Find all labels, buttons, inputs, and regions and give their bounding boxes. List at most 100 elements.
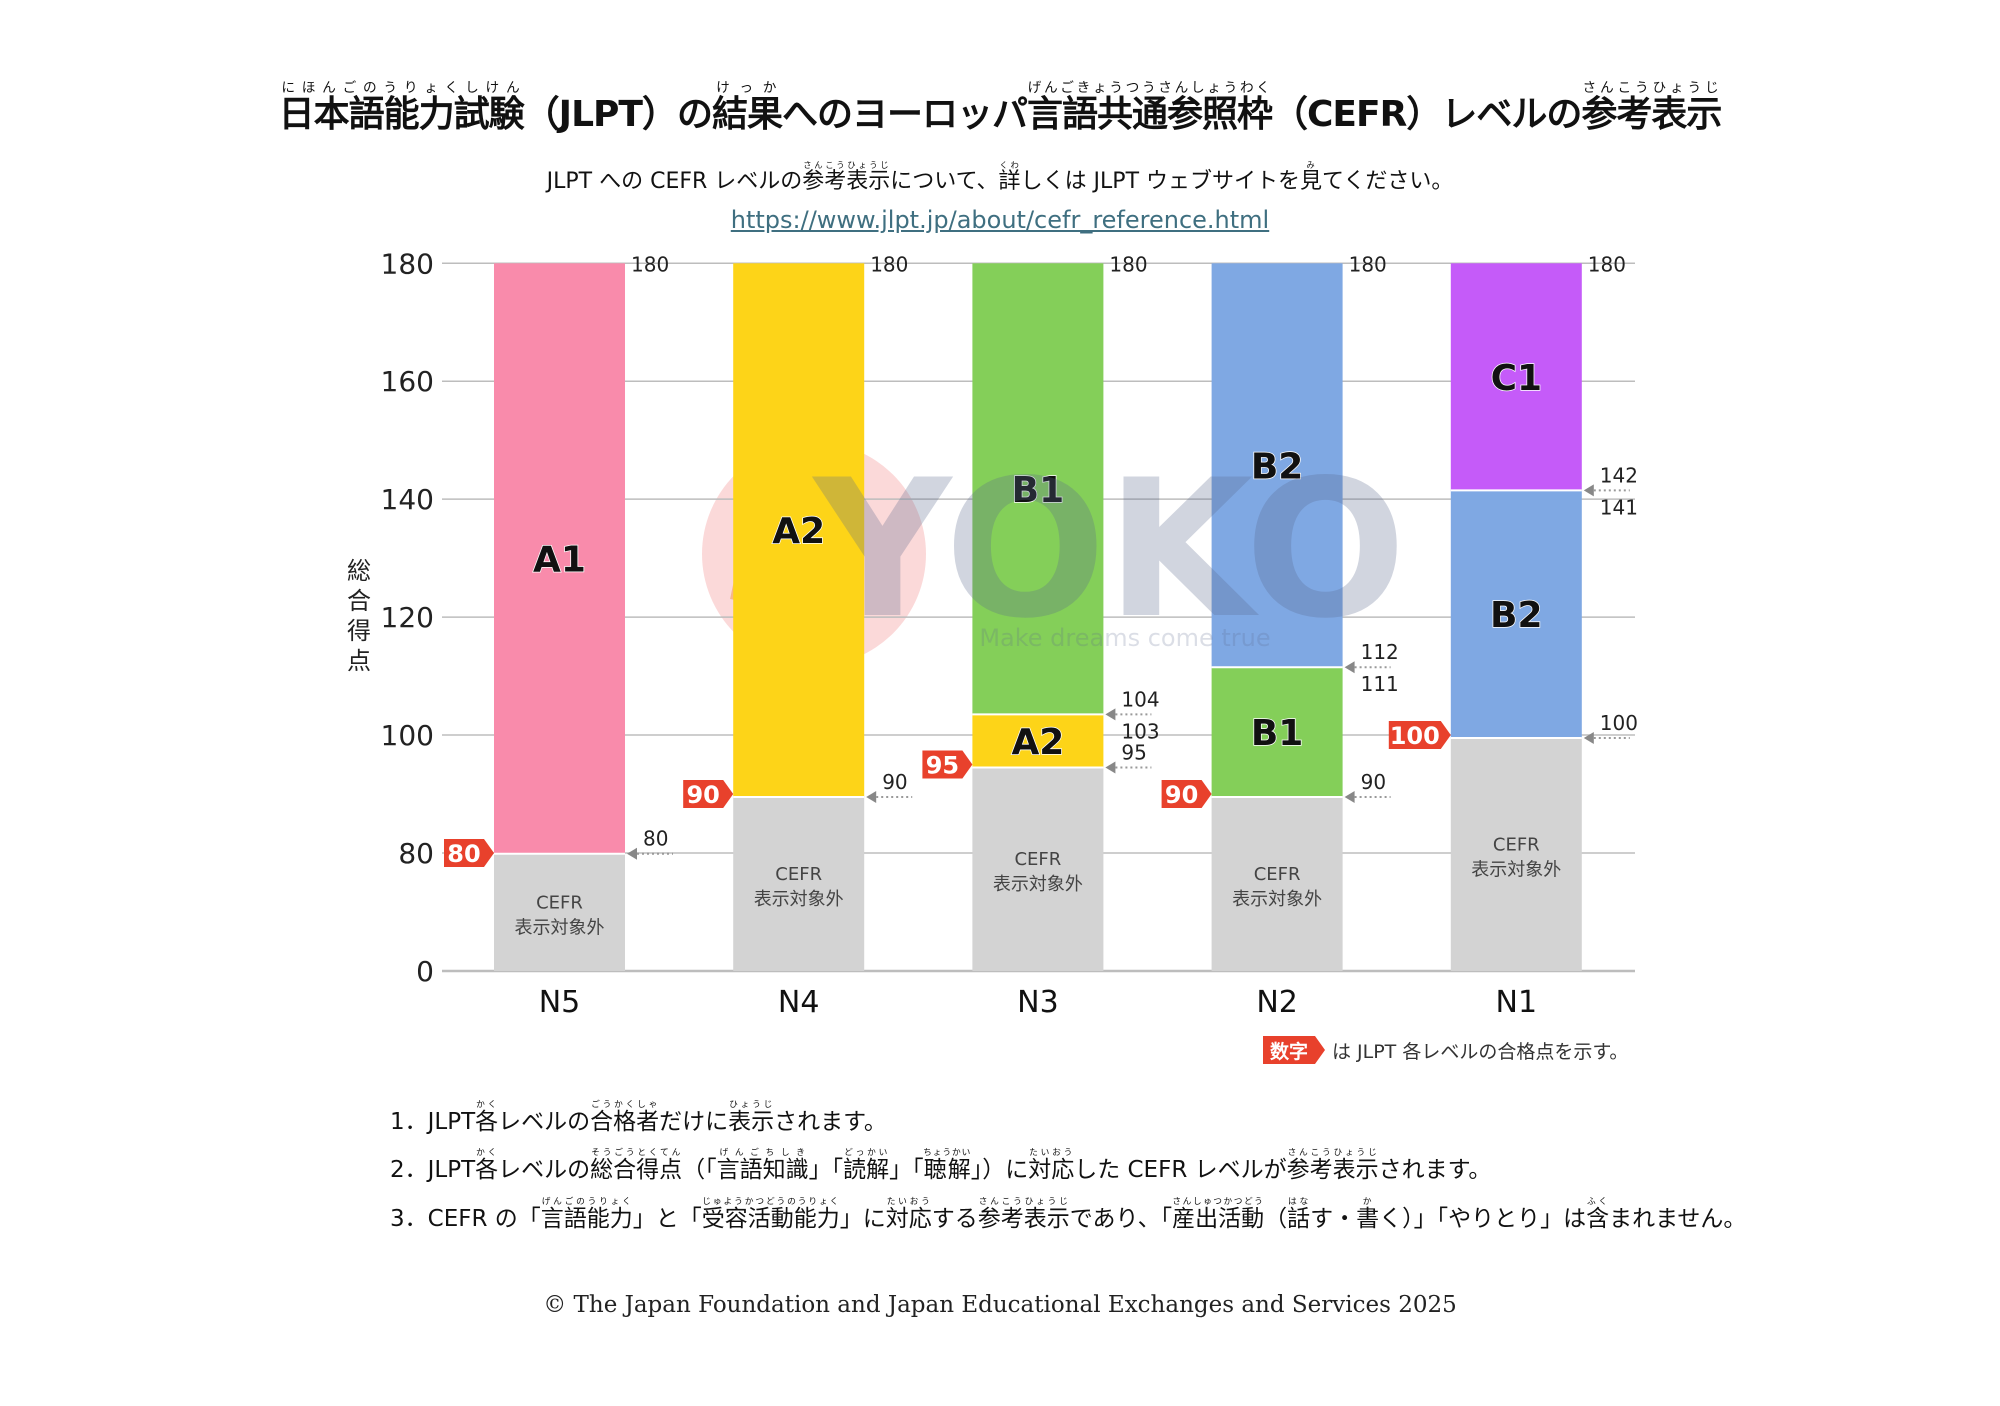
furigana: げんごちしき: [716, 1148, 809, 1158]
arrow-icon: [1344, 661, 1355, 674]
y-tick-label: 160: [381, 365, 434, 398]
ruby-word: 参考表示さんこうひょうじ: [802, 160, 891, 194]
ruby-word: 言語共通参照枠げんごきょうつうさんしょうわく: [1026, 80, 1273, 135]
ruby-word: 参考表示さんこうひょうじ: [1581, 80, 1722, 135]
furigana: にほんごのうりょくしけん: [278, 80, 524, 96]
text-segment: する: [931, 1206, 978, 1232]
ruby-word: 各かく: [475, 1148, 499, 1183]
note-1: 1．JLPT各かくレベルの合格者ごうかくしゃだけに表示ひょうじされます。: [390, 1100, 887, 1136]
cefr-level-label: B2: [1490, 595, 1543, 636]
x-category-label: N3: [1017, 985, 1059, 1020]
boundary-label: 141: [1600, 495, 1638, 519]
text-segment: （CEFR）レベルの: [1272, 94, 1582, 135]
boundary-label: 103: [1121, 719, 1159, 743]
top-score-label: 180: [870, 252, 908, 276]
text-segment: まれません。: [1609, 1206, 1747, 1232]
ruby-word: 詳くわ: [998, 160, 1021, 194]
subtitle: JLPT への CEFR レベルの参考表示さんこうひょうじについて、詳くわしくは…: [0, 160, 2000, 195]
pass-score-value: 95: [926, 752, 959, 780]
bar-segment-N2-B2: [1211, 263, 1343, 668]
y-tick-label: 120: [381, 601, 434, 634]
ruby-word: 聴解ちょうかい: [923, 1148, 972, 1183]
cefr-level-label: C1: [1491, 358, 1542, 399]
cefr-level-label: A2: [772, 511, 825, 552]
text-segment: について、: [890, 169, 999, 194]
boundary-label: 95: [1121, 740, 1146, 764]
bar-segment-N4-A2: [733, 263, 865, 797]
not-applicable-label: CEFR: [1014, 849, 1061, 870]
text-segment: であり、「: [1069, 1206, 1173, 1232]
arrow-icon: [1105, 708, 1116, 721]
boundary-label: 112: [1361, 640, 1399, 664]
legend-badge: [1263, 1036, 1325, 1064]
not-applicable-label: CEFR: [775, 864, 822, 885]
text-segment: レベルの: [498, 1109, 591, 1135]
text-segment: てください。: [1322, 169, 1454, 194]
ruby-word: 書か: [1356, 1197, 1380, 1232]
cefr-level-label: B2: [1251, 446, 1304, 487]
text-segment: 2．JLPT: [390, 1157, 476, 1183]
not-applicable-label: 表示対象外: [993, 874, 1083, 895]
text-segment: 1．JLPT: [390, 1109, 476, 1135]
bar-segment-N3-A2: [972, 714, 1104, 768]
cefr-level-label: B1: [1251, 713, 1304, 754]
boundary-label: 100: [1600, 711, 1638, 735]
furigana: ひょうじ: [728, 1100, 775, 1110]
ruby-word: 読解どっかい: [843, 1148, 890, 1183]
ruby-word: 対応たいおう: [885, 1197, 932, 1232]
text-segment: 」「: [889, 1157, 924, 1183]
pass-score-badge: [922, 750, 973, 779]
bar-segment-N5-A1: [494, 263, 625, 854]
text-segment: （「: [682, 1157, 717, 1183]
ruby-word: 言語知識げんごちしき: [716, 1148, 809, 1183]
top-score-label: 180: [631, 252, 669, 276]
text-segment: へのヨーロッパ: [781, 94, 1028, 135]
furigana: かく: [475, 1148, 499, 1158]
y-axis-label: 総合得点: [347, 557, 371, 675]
pass-score-value: 100: [1390, 722, 1440, 750]
furigana: げんごきょうつうさんしょうわく: [1026, 80, 1272, 96]
pass-score-value: 80: [447, 840, 480, 868]
reference-link[interactable]: https://www.jlpt.jp/about/cefr_reference…: [730, 206, 1270, 234]
furigana: けっか: [711, 80, 782, 96]
boundary-label: 104: [1121, 687, 1159, 711]
x-category-label: N2: [1256, 985, 1298, 1020]
furigana: ごうかくしゃ: [590, 1100, 660, 1110]
x-category-label: N1: [1496, 985, 1538, 1020]
arrow-icon: [1105, 761, 1116, 774]
bar-segment-N4-none: [733, 796, 865, 971]
copyright: © The Japan Foundation and Japan Educati…: [543, 1292, 1457, 1318]
furigana: かく: [475, 1100, 499, 1110]
legend-badge-text: 数字: [1270, 1040, 1308, 1063]
text-segment: （: [1264, 1206, 1288, 1232]
text-segment: 」に: [839, 1206, 886, 1232]
arrow-icon: [1344, 790, 1355, 803]
text-segment: （JLPT）の: [523, 94, 713, 135]
ruby-word: 参考表示さんこうひょうじ: [977, 1197, 1070, 1232]
text-segment: す・: [1310, 1206, 1357, 1232]
furigana: ちょうかい: [923, 1148, 972, 1158]
furigana: さんこうひょうじ: [802, 160, 891, 170]
furigana: か: [1356, 1197, 1380, 1207]
not-applicable-label: 表示対象外: [515, 917, 605, 938]
not-applicable-label: CEFR: [1254, 864, 1301, 885]
boundary-label: 111: [1361, 672, 1399, 696]
arrow-icon: [1583, 732, 1594, 745]
furigana: さんこうひょうじ: [1286, 1148, 1379, 1158]
furigana: げんごのうりょく: [540, 1197, 633, 1207]
ruby-word: 見み: [1300, 160, 1323, 194]
pass-score-badge: [444, 839, 494, 867]
furigana: み: [1300, 160, 1322, 170]
bar-segment-N2-none: [1211, 796, 1343, 971]
y-tick-label: 0: [416, 955, 434, 988]
page-title: 日本語能力試験にほんごのうりょくしけん（JLPT）の結果けっかへのヨーロッパ言語…: [0, 80, 2000, 137]
furigana: そうごうとくてん: [590, 1148, 683, 1158]
furigana: さんこうひょうじ: [1581, 80, 1722, 96]
text-segment: JLPT への CEFR レベルの: [546, 169, 803, 194]
cefr-level-label: A1: [533, 540, 586, 581]
boundary-label: 90: [882, 770, 907, 794]
x-category-label: N4: [778, 985, 820, 1020]
y-tick-label: 180: [381, 247, 434, 280]
furigana: たいおう: [885, 1197, 932, 1207]
x-category-label: N5: [539, 985, 581, 1020]
